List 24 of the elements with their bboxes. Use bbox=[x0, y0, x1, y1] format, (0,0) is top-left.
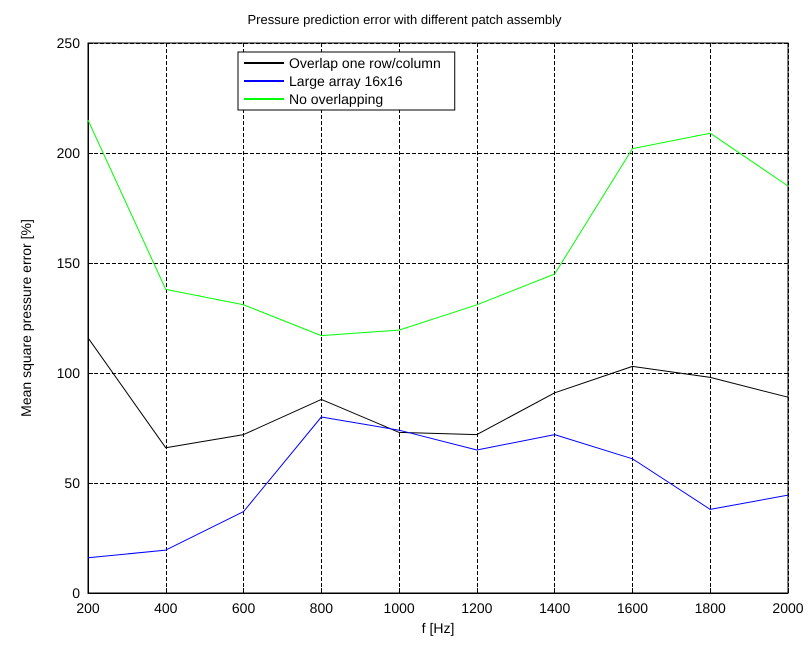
x-tick-label: 600 bbox=[232, 600, 256, 616]
x-tick-label: 1200 bbox=[461, 600, 493, 616]
x-tick-label: 200 bbox=[76, 600, 100, 616]
y-tick-label: 150 bbox=[56, 255, 80, 271]
x-tick-label: 1400 bbox=[539, 600, 570, 616]
y-tick-label: 50 bbox=[64, 475, 80, 491]
x-tick-label: 1000 bbox=[384, 600, 415, 616]
x-tick-label: 800 bbox=[310, 600, 334, 616]
y-tick-label: 0 bbox=[72, 585, 80, 601]
legend-label: Overlap one row/column bbox=[289, 55, 441, 71]
y-tick-label: 250 bbox=[56, 35, 80, 51]
y-axis-title: Mean square pressure error [%] bbox=[18, 219, 34, 417]
y-tick-label: 200 bbox=[56, 145, 80, 161]
legend-label: Large array 16x16 bbox=[289, 73, 403, 89]
x-axis-title: f [Hz] bbox=[422, 620, 454, 636]
chart-title: Pressure prediction error with different patch assembly bbox=[247, 12, 562, 27]
x-tick-label: 1800 bbox=[694, 600, 726, 616]
legend-label: No overlapping bbox=[289, 91, 384, 107]
x-tick-label: 1600 bbox=[616, 600, 648, 616]
y-tick-label: 100 bbox=[56, 365, 80, 381]
line-series bbox=[88, 120, 788, 336]
x-tick-label: 400 bbox=[154, 600, 178, 616]
x-tick-label: 2000 bbox=[772, 600, 804, 616]
line-series bbox=[88, 416, 788, 558]
